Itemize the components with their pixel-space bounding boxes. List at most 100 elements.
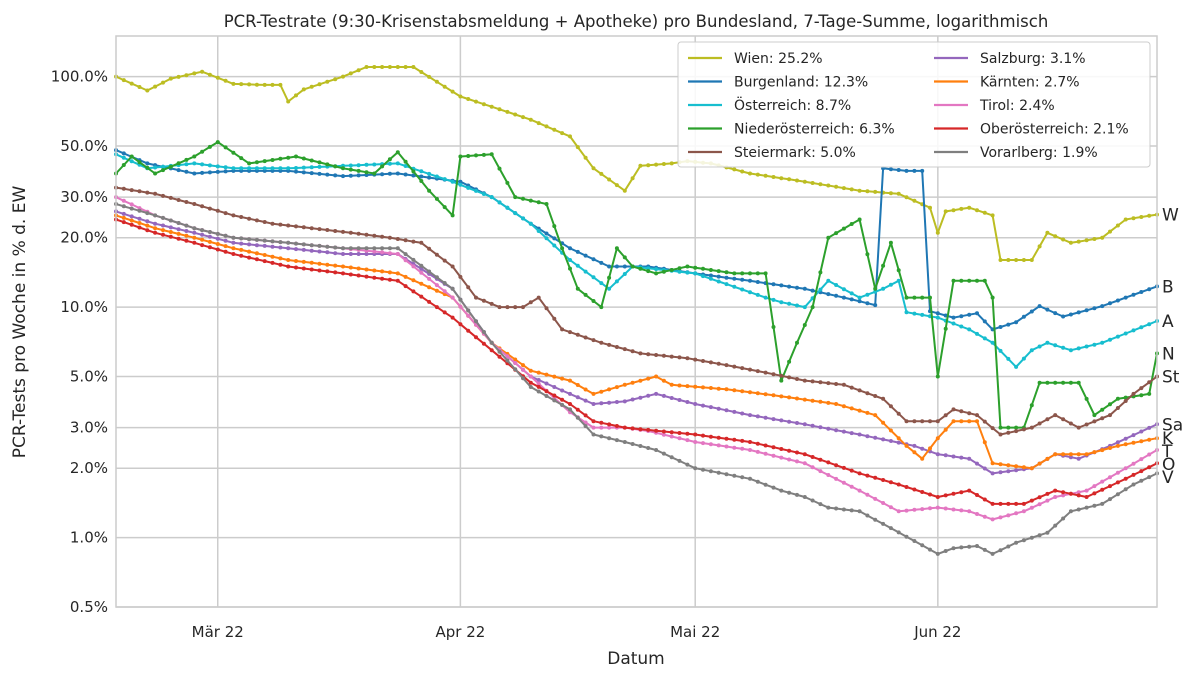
data-point bbox=[787, 284, 792, 289]
data-point bbox=[732, 167, 737, 172]
data-point bbox=[223, 165, 228, 170]
data-point bbox=[301, 170, 306, 175]
data-point bbox=[215, 169, 220, 174]
data-point bbox=[419, 174, 424, 179]
data-point bbox=[356, 252, 361, 256]
data-point bbox=[834, 293, 839, 298]
data-point bbox=[247, 82, 252, 87]
data-point bbox=[1045, 530, 1050, 535]
data-point bbox=[865, 410, 870, 415]
data-point bbox=[716, 386, 721, 391]
data-point bbox=[748, 367, 752, 372]
data-point bbox=[552, 385, 557, 389]
data-point bbox=[333, 173, 338, 178]
data-point bbox=[975, 311, 979, 316]
data-point bbox=[943, 413, 948, 418]
data-point bbox=[982, 210, 987, 215]
data-point bbox=[959, 545, 964, 550]
data-point bbox=[1014, 429, 1019, 434]
data-point bbox=[959, 324, 964, 329]
data-point bbox=[1021, 538, 1026, 543]
data-point bbox=[184, 200, 189, 204]
data-point bbox=[982, 419, 987, 424]
data-point bbox=[755, 441, 760, 446]
data-point bbox=[481, 192, 486, 196]
data-point bbox=[544, 372, 549, 377]
data-point bbox=[1014, 464, 1019, 469]
data-point bbox=[1029, 466, 1034, 471]
data-point bbox=[998, 325, 1003, 329]
data-point bbox=[341, 166, 345, 171]
data-point bbox=[959, 206, 964, 211]
data-point bbox=[513, 357, 518, 362]
data-point bbox=[1029, 258, 1034, 262]
data-point bbox=[967, 312, 972, 317]
data-point bbox=[873, 303, 878, 308]
data-point bbox=[677, 431, 682, 435]
data-point bbox=[161, 164, 165, 169]
data-point bbox=[364, 162, 369, 167]
data-point bbox=[1108, 475, 1112, 480]
data-point bbox=[552, 398, 557, 403]
data-point bbox=[708, 405, 713, 410]
data-point bbox=[239, 236, 244, 241]
data-point bbox=[192, 240, 197, 245]
data-point bbox=[607, 400, 612, 405]
series-6 bbox=[114, 213, 1159, 471]
data-point bbox=[411, 169, 416, 174]
data-point bbox=[568, 402, 572, 406]
data-point bbox=[121, 220, 126, 225]
data-point bbox=[802, 461, 807, 466]
data-point bbox=[207, 239, 212, 244]
data-point bbox=[419, 169, 424, 174]
data-point bbox=[716, 406, 721, 411]
data-point bbox=[1147, 475, 1152, 480]
data-point bbox=[607, 387, 612, 392]
data-point bbox=[568, 391, 572, 396]
data-point bbox=[1068, 312, 1073, 317]
data-point bbox=[121, 198, 126, 203]
data-point bbox=[411, 264, 416, 269]
data-point bbox=[959, 508, 964, 513]
data-point bbox=[654, 374, 659, 379]
data-point bbox=[395, 161, 400, 166]
x-axis-title: Datum bbox=[607, 649, 665, 669]
data-point bbox=[1061, 452, 1066, 457]
data-point bbox=[528, 385, 533, 389]
data-point bbox=[826, 460, 831, 465]
data-point bbox=[1021, 314, 1026, 319]
data-point bbox=[301, 259, 306, 264]
data-point bbox=[685, 264, 690, 269]
data-point bbox=[967, 278, 972, 283]
end-label: V bbox=[1162, 468, 1174, 488]
data-point bbox=[661, 393, 666, 398]
data-point bbox=[442, 281, 447, 285]
data-point bbox=[693, 384, 698, 389]
data-point bbox=[622, 255, 627, 260]
data-point bbox=[810, 455, 815, 459]
data-point bbox=[708, 360, 713, 365]
data-point bbox=[935, 436, 940, 441]
data-point bbox=[419, 270, 424, 275]
data-point bbox=[943, 326, 948, 331]
data-point bbox=[646, 163, 651, 168]
data-point bbox=[1139, 393, 1144, 398]
y-tick-label: 3.0% bbox=[70, 419, 108, 437]
data-point bbox=[1100, 304, 1105, 309]
data-point bbox=[818, 502, 823, 507]
data-point bbox=[348, 230, 353, 235]
data-point bbox=[176, 227, 181, 232]
data-point bbox=[1053, 452, 1058, 457]
data-point bbox=[912, 507, 917, 512]
data-point bbox=[1084, 238, 1089, 243]
data-point bbox=[849, 222, 854, 226]
data-point bbox=[1147, 425, 1152, 430]
data-point bbox=[129, 154, 134, 159]
data-point bbox=[638, 427, 643, 432]
data-point bbox=[419, 281, 424, 286]
data-point bbox=[239, 215, 244, 219]
data-point bbox=[1068, 380, 1073, 385]
data-point bbox=[857, 295, 862, 300]
data-point bbox=[716, 274, 721, 279]
data-point bbox=[427, 276, 432, 281]
